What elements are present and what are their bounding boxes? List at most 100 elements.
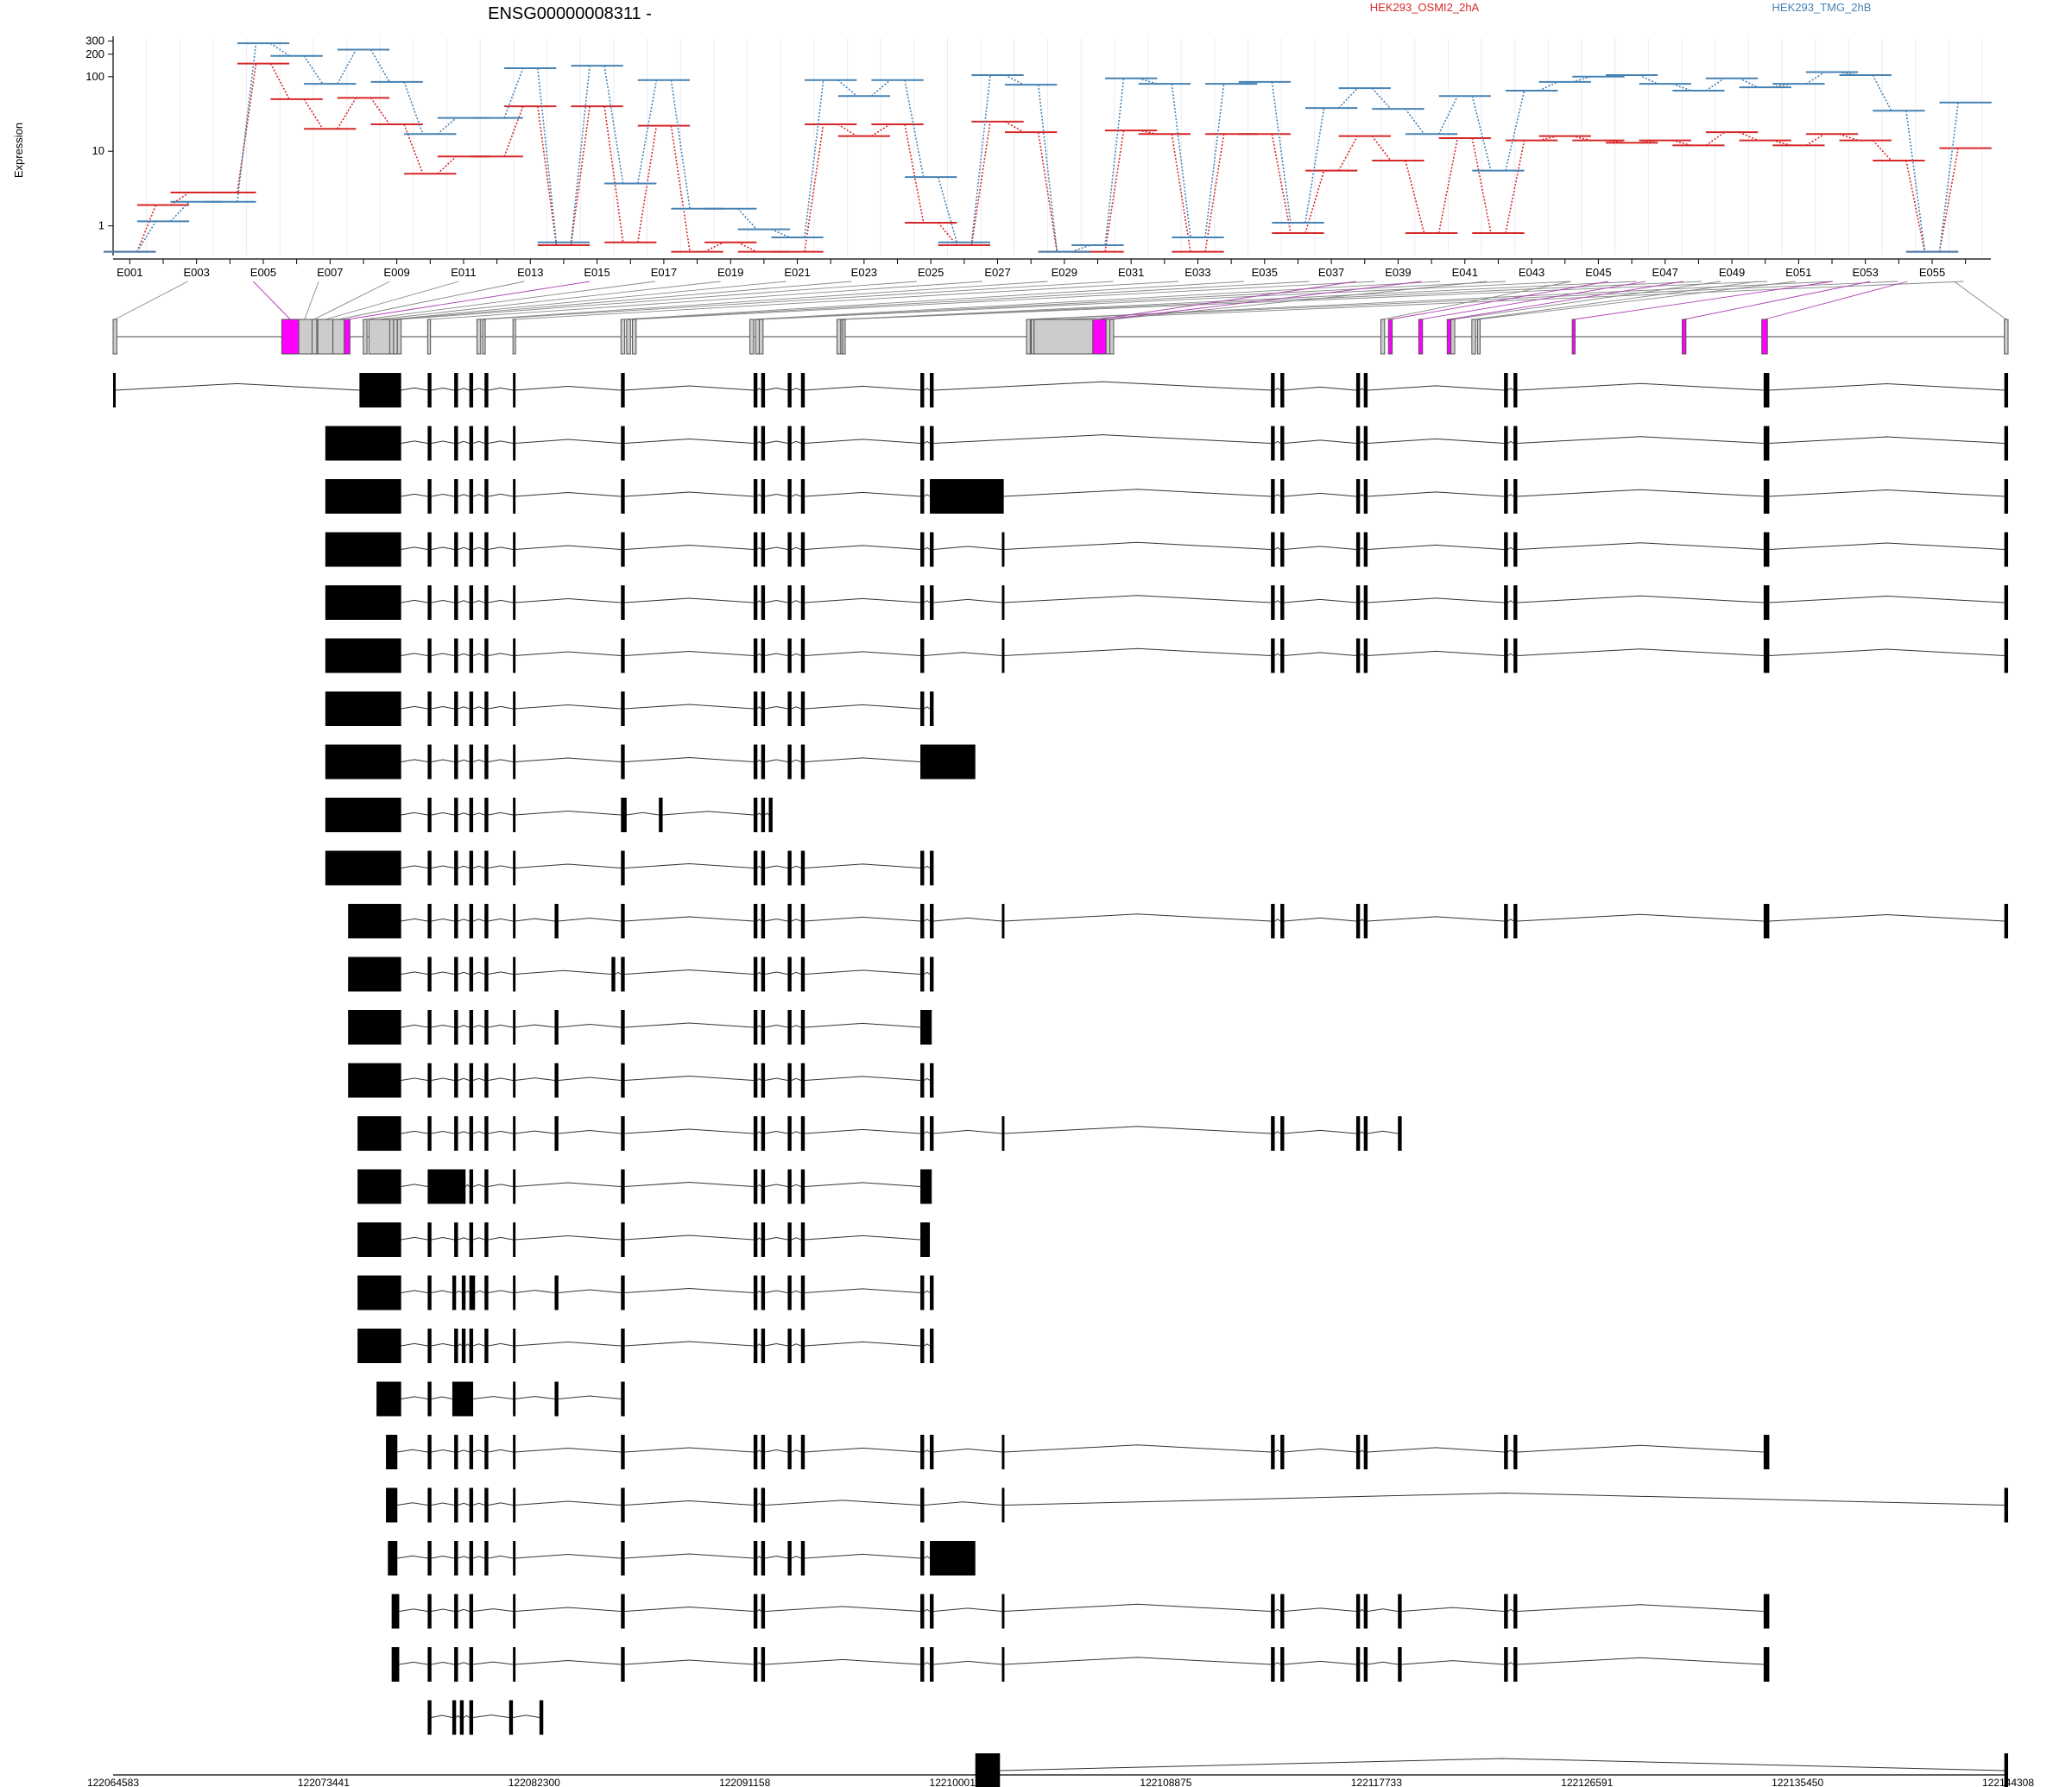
intron [805, 1341, 921, 1347]
intron [924, 1608, 931, 1612]
gene-model-exon [749, 319, 755, 355]
intron [513, 1714, 540, 1718]
intron [764, 387, 788, 391]
transcript-exon [761, 426, 766, 461]
intron [756, 971, 762, 975]
intron [472, 546, 485, 550]
intron [791, 1077, 801, 1081]
x-tick-label: E023 [851, 266, 877, 279]
intron [624, 863, 754, 868]
transcript-exon [454, 904, 458, 938]
exon-connector [1452, 281, 1721, 320]
chart-title: ENSG00000008311 - [488, 4, 652, 23]
intron [1274, 600, 1281, 603]
gene-model-exon [1109, 319, 1115, 355]
exon-connector [1764, 281, 1908, 320]
transcript-exon [2004, 638, 2008, 673]
transcript-exon [753, 691, 758, 726]
transcript-exon [469, 1063, 474, 1098]
intron [805, 757, 921, 762]
intron [624, 704, 754, 710]
intron [791, 1025, 801, 1028]
transcript-exon [800, 1435, 805, 1469]
exon-connector [1062, 281, 1964, 320]
intron [1284, 598, 1356, 603]
intron [458, 1343, 463, 1347]
gene-model-exon [476, 319, 482, 355]
transcript-exon [513, 1010, 516, 1045]
transcript-exon [621, 1222, 625, 1257]
intron [624, 1341, 754, 1347]
intron [458, 706, 470, 710]
intron [515, 598, 622, 603]
intron [1769, 436, 2005, 444]
transcript-exon [1504, 532, 1508, 567]
intron [431, 1661, 455, 1665]
transcript-exon [930, 585, 934, 620]
intron [805, 969, 921, 975]
transcript-exon [484, 1435, 489, 1469]
transcript-exon [753, 638, 758, 673]
transcript-exon [484, 1329, 489, 1363]
intron [1507, 494, 1514, 497]
transcript-row [325, 638, 2008, 673]
intron [1507, 1608, 1514, 1612]
transcript-exon [975, 1753, 1001, 1787]
transcript-row [388, 1541, 976, 1575]
transcript-exon [513, 1487, 516, 1523]
transcript-exon [1355, 1647, 1361, 1682]
intron [756, 1449, 762, 1453]
intron [1368, 916, 1505, 922]
transcript-exon [1280, 1594, 1285, 1629]
intron [472, 1184, 485, 1187]
transcript-exon [325, 691, 401, 726]
transcript-exon [1504, 638, 1508, 673]
intron [791, 1237, 801, 1241]
transcript-exon [1001, 585, 1005, 620]
transcript-exon [787, 373, 792, 407]
gene-model [112, 319, 2009, 355]
gene-model-exon [1380, 319, 1386, 355]
x-tick-label: E035 [1252, 266, 1278, 279]
intron [515, 1500, 622, 1506]
intron [515, 1182, 622, 1187]
transcript-row [357, 1275, 934, 1310]
intron [765, 1658, 921, 1665]
transcript-exon [1280, 904, 1285, 938]
transcript-exon [621, 1541, 625, 1575]
intron [472, 1661, 514, 1665]
intron [1368, 1130, 1399, 1134]
intron [756, 1025, 762, 1028]
transcript-exon [1763, 532, 1770, 567]
intron [1003, 489, 1272, 497]
transcript-exon [1271, 638, 1275, 673]
transcript-exon [509, 1700, 514, 1735]
transcript-row [376, 1381, 625, 1417]
intron [624, 1659, 754, 1665]
transcript-exon [1513, 585, 1518, 620]
transcript-exon [513, 1169, 516, 1204]
intron [924, 1077, 931, 1081]
transcript-exon [1504, 1435, 1508, 1469]
transcript-exon [800, 373, 805, 407]
transcript-exon [427, 479, 432, 514]
intron [515, 1607, 622, 1612]
intron [924, 1449, 931, 1453]
transcript-exon [753, 1647, 758, 1682]
transcript-exon [753, 1541, 758, 1575]
intron [1359, 494, 1365, 497]
transcript-exon [787, 1541, 792, 1575]
transcript-exon [469, 744, 474, 780]
intron [791, 1131, 801, 1134]
intron [764, 705, 788, 710]
intron [1359, 388, 1365, 391]
intron [464, 1184, 471, 1187]
transcript-row [427, 1700, 544, 1735]
transcript-exon [920, 1169, 932, 1204]
transcript-row [357, 1169, 932, 1204]
transcript-exon [454, 532, 458, 567]
transcript-exon [1363, 1116, 1368, 1151]
intron [1284, 492, 1356, 497]
intron [1517, 1604, 1764, 1612]
transcript-exon [513, 904, 516, 938]
